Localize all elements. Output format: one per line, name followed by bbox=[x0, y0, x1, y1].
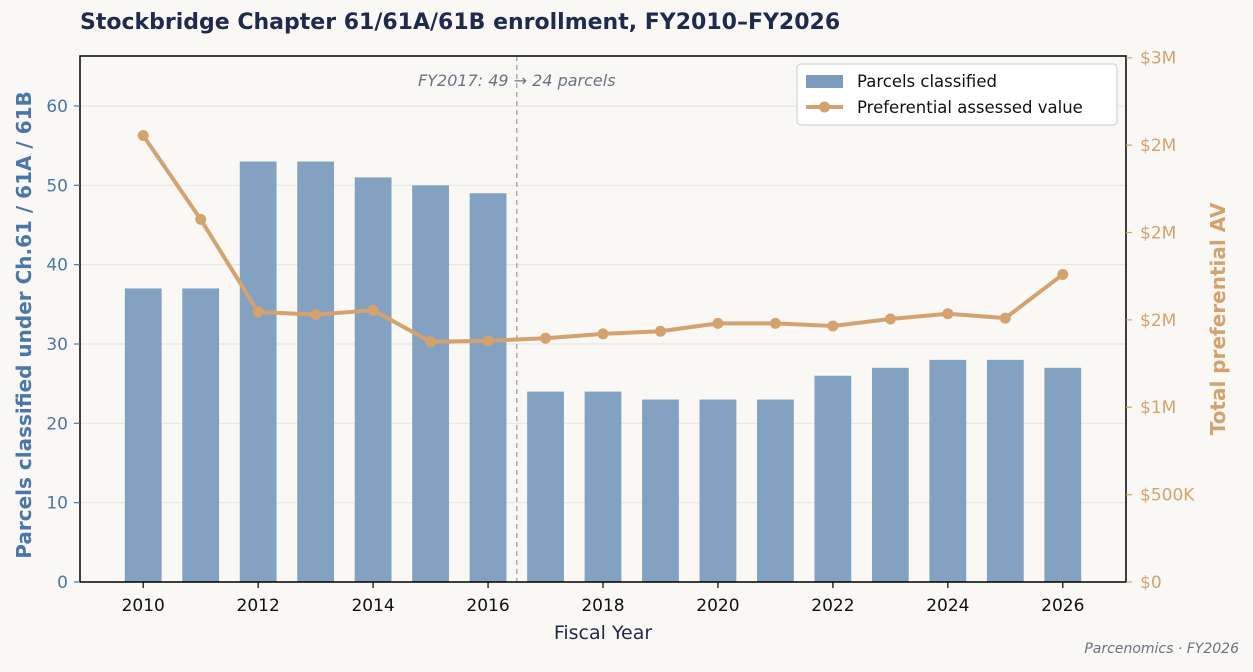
line-series bbox=[137, 130, 1069, 348]
av-point bbox=[769, 317, 781, 329]
av-point bbox=[367, 304, 379, 316]
bar bbox=[354, 177, 392, 582]
y2-tick-label: $500K bbox=[1140, 486, 1195, 506]
y2-tick-label: $0 bbox=[1140, 573, 1162, 593]
y-tick-label: 50 bbox=[46, 176, 68, 196]
y2-tick-label: $2M bbox=[1140, 223, 1176, 243]
y2-tick-label: $3M bbox=[1140, 49, 1176, 69]
bar bbox=[929, 359, 967, 582]
av-point bbox=[540, 332, 552, 344]
x-tick-label: 2020 bbox=[696, 596, 739, 616]
y-axis-label: Parcels classified under Ch.61 / 61A / 6… bbox=[12, 91, 36, 559]
bar bbox=[757, 399, 794, 582]
bar bbox=[642, 399, 679, 582]
x-tick-label: 2026 bbox=[1041, 596, 1084, 616]
bar-series bbox=[124, 161, 1082, 583]
x-tick-label: 2014 bbox=[351, 596, 394, 616]
bar bbox=[297, 161, 335, 583]
y-tick-label: 0 bbox=[57, 573, 68, 593]
av-point bbox=[1057, 268, 1069, 280]
av-line bbox=[141, 133, 1065, 344]
legend-label-bars: Parcels classified bbox=[857, 72, 997, 91]
av-point bbox=[827, 320, 839, 332]
y2-axis-label: Total preferential AV bbox=[1206, 202, 1230, 435]
annotation-text: FY2017: 49 → 24 parcels bbox=[418, 71, 616, 90]
legend[interactable]: Parcels classified Preferential assessed … bbox=[796, 63, 1118, 126]
chart-title: Stockbridge Chapter 61/61A/61B enrollmen… bbox=[80, 10, 841, 35]
av-point bbox=[712, 317, 724, 329]
bar bbox=[986, 359, 1024, 582]
bar bbox=[699, 399, 737, 582]
y-tick-label: 20 bbox=[46, 414, 68, 434]
y2-tick-label: $2M bbox=[1140, 311, 1176, 331]
av-point bbox=[884, 313, 896, 325]
av-point bbox=[942, 308, 954, 320]
legend-swatch-marker bbox=[819, 101, 830, 113]
av-point bbox=[597, 328, 609, 340]
bar bbox=[124, 288, 162, 582]
av-point bbox=[195, 213, 207, 225]
y2-tick-label: $1M bbox=[1140, 398, 1176, 418]
x-tick-label: 2016 bbox=[466, 596, 509, 616]
y-tick-label: 60 bbox=[46, 97, 68, 117]
source-credit: Parcenomics · FY2026 bbox=[1084, 641, 1239, 657]
av-point bbox=[137, 130, 149, 142]
y-tick-label: 10 bbox=[46, 494, 68, 514]
av-point bbox=[425, 336, 437, 348]
bar bbox=[239, 161, 277, 583]
bar bbox=[412, 185, 449, 583]
av-point bbox=[482, 335, 494, 347]
bar bbox=[527, 391, 564, 582]
legend-box bbox=[796, 63, 1118, 126]
x-tick-label: 2024 bbox=[926, 596, 969, 616]
bar bbox=[814, 375, 852, 582]
av-point bbox=[310, 309, 322, 321]
av-point bbox=[999, 312, 1011, 324]
x-axis-label: Fiscal Year bbox=[554, 622, 653, 644]
bar bbox=[871, 367, 909, 582]
bar bbox=[584, 391, 622, 582]
annotation: FY2017: 49 → 24 parcels bbox=[418, 56, 616, 582]
y-tick-label: 30 bbox=[46, 335, 68, 355]
bar bbox=[1044, 367, 1082, 582]
legend-swatch-bars bbox=[806, 75, 843, 88]
bar bbox=[182, 288, 220, 582]
av-point bbox=[252, 306, 264, 318]
bar bbox=[469, 193, 507, 582]
x-tick-label: 2018 bbox=[581, 596, 624, 616]
y-tick-label: 40 bbox=[46, 256, 68, 276]
x-tick-label: 2022 bbox=[811, 596, 854, 616]
x-tick-label: 2012 bbox=[237, 596, 280, 616]
axes: 2010 2012 2014 2016 2018 2020 2022 2024 2026Fisc… bbox=[12, 49, 1230, 644]
y2-tick-label: $2M bbox=[1140, 136, 1176, 156]
x-tick-label: 2010 bbox=[122, 596, 165, 616]
legend-label-line: Preferential assessed value bbox=[857, 98, 1083, 117]
av-point bbox=[654, 325, 666, 337]
